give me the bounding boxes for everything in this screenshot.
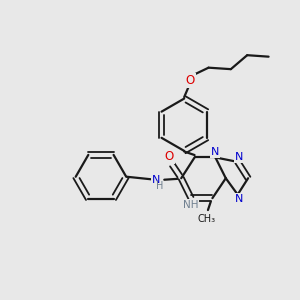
- Text: O: O: [185, 74, 195, 87]
- Text: N: N: [211, 147, 220, 157]
- Text: O: O: [165, 150, 174, 163]
- Text: H: H: [156, 181, 164, 191]
- Text: CH₃: CH₃: [197, 214, 215, 224]
- Text: N: N: [235, 194, 243, 204]
- Text: N: N: [235, 152, 243, 162]
- Text: NH: NH: [183, 200, 198, 210]
- Text: N: N: [152, 175, 161, 185]
